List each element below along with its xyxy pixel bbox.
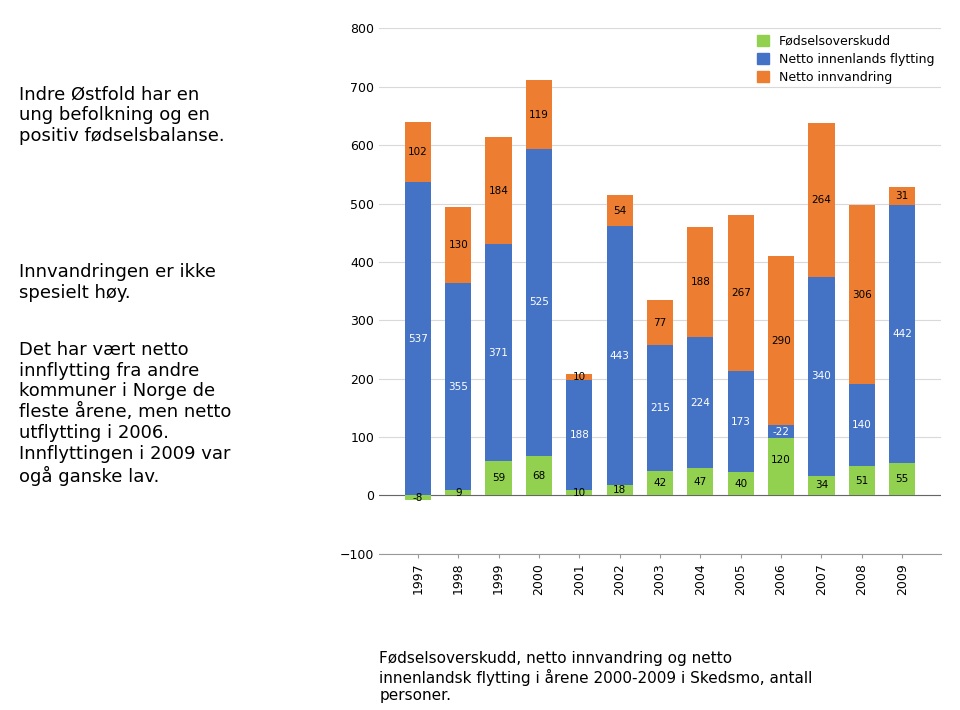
Text: Fødselsoverskudd, netto innvandring og netto
innenlandsk flytting i årene 2000-2: Fødselsoverskudd, netto innvandring og n… bbox=[379, 650, 812, 703]
Text: 188: 188 bbox=[690, 278, 710, 288]
Text: 173: 173 bbox=[731, 417, 751, 427]
Text: 120: 120 bbox=[771, 455, 791, 465]
Text: 10: 10 bbox=[573, 372, 586, 382]
Bar bbox=[808, 277, 834, 476]
Bar bbox=[647, 345, 673, 471]
Text: 371: 371 bbox=[489, 348, 509, 358]
Text: 140: 140 bbox=[852, 420, 872, 430]
Text: 42: 42 bbox=[654, 478, 666, 488]
Bar bbox=[728, 472, 754, 496]
Text: 102: 102 bbox=[408, 147, 428, 157]
Bar bbox=[566, 374, 592, 380]
Bar bbox=[405, 182, 431, 496]
Bar bbox=[647, 300, 673, 345]
Bar bbox=[607, 485, 633, 496]
Bar bbox=[445, 207, 471, 283]
Text: 9: 9 bbox=[455, 488, 462, 498]
Bar bbox=[728, 371, 754, 472]
Text: 525: 525 bbox=[529, 297, 549, 307]
Text: 119: 119 bbox=[529, 109, 549, 119]
Text: 267: 267 bbox=[731, 288, 751, 298]
Text: 77: 77 bbox=[654, 318, 666, 328]
Bar bbox=[728, 215, 754, 371]
Bar bbox=[808, 123, 834, 277]
Bar bbox=[445, 490, 471, 496]
Bar bbox=[687, 468, 713, 496]
Text: 55: 55 bbox=[896, 474, 909, 484]
Text: 188: 188 bbox=[569, 430, 589, 439]
Bar bbox=[768, 425, 794, 496]
Text: 18: 18 bbox=[613, 485, 626, 495]
Text: 10: 10 bbox=[573, 488, 586, 498]
Bar bbox=[566, 380, 592, 490]
Text: 306: 306 bbox=[852, 290, 872, 300]
Bar bbox=[849, 384, 875, 466]
Bar bbox=[687, 337, 713, 468]
Text: 184: 184 bbox=[489, 186, 509, 196]
Bar bbox=[768, 425, 794, 438]
Text: 34: 34 bbox=[815, 481, 828, 491]
Text: -22: -22 bbox=[773, 427, 789, 437]
Legend: Fødselsoverskudd, Netto innenlands flytting, Netto innvandring: Fødselsoverskudd, Netto innenlands flytt… bbox=[756, 35, 934, 84]
Bar bbox=[405, 122, 431, 182]
Text: 51: 51 bbox=[855, 476, 869, 486]
Text: 443: 443 bbox=[610, 351, 630, 361]
Bar bbox=[889, 187, 915, 205]
Bar bbox=[486, 137, 512, 244]
Text: 54: 54 bbox=[613, 205, 626, 216]
Bar bbox=[445, 283, 471, 490]
Bar bbox=[849, 205, 875, 384]
Text: 68: 68 bbox=[532, 471, 545, 481]
Text: -8: -8 bbox=[413, 493, 423, 503]
Bar bbox=[486, 461, 512, 496]
Bar bbox=[687, 227, 713, 337]
Text: Indre Østfold har en
ung befolkning og en
positiv fødselsbalanse.: Indre Østfold har en ung befolkning og e… bbox=[19, 85, 225, 145]
Text: Det har vært netto
innflytting fra andre
kommuner i Norge de
fleste årene, men n: Det har vært netto innflytting fra andre… bbox=[19, 341, 231, 486]
Bar bbox=[526, 80, 552, 149]
Bar bbox=[889, 464, 915, 496]
Text: 355: 355 bbox=[448, 381, 468, 391]
Text: 47: 47 bbox=[694, 476, 707, 486]
Bar bbox=[808, 476, 834, 496]
Text: 264: 264 bbox=[811, 195, 831, 205]
Bar bbox=[768, 256, 794, 425]
Text: 537: 537 bbox=[408, 334, 428, 344]
Bar bbox=[607, 195, 633, 226]
Bar bbox=[526, 456, 552, 496]
Text: Innvandringen er ikke
spesielt høy.: Innvandringen er ikke spesielt høy. bbox=[19, 263, 216, 302]
Bar bbox=[486, 244, 512, 461]
Text: 215: 215 bbox=[650, 403, 670, 413]
Text: 130: 130 bbox=[448, 240, 468, 250]
Text: 31: 31 bbox=[896, 191, 909, 201]
Bar bbox=[889, 205, 915, 464]
Text: 40: 40 bbox=[734, 479, 747, 488]
Text: 442: 442 bbox=[892, 329, 912, 339]
Text: 59: 59 bbox=[492, 473, 505, 484]
Bar bbox=[607, 226, 633, 485]
Bar bbox=[526, 149, 552, 456]
Text: 340: 340 bbox=[811, 371, 831, 381]
Bar bbox=[647, 471, 673, 496]
Bar bbox=[566, 490, 592, 496]
Bar bbox=[849, 466, 875, 496]
Text: 224: 224 bbox=[690, 398, 710, 408]
Text: 290: 290 bbox=[771, 336, 791, 346]
Bar bbox=[405, 496, 431, 500]
